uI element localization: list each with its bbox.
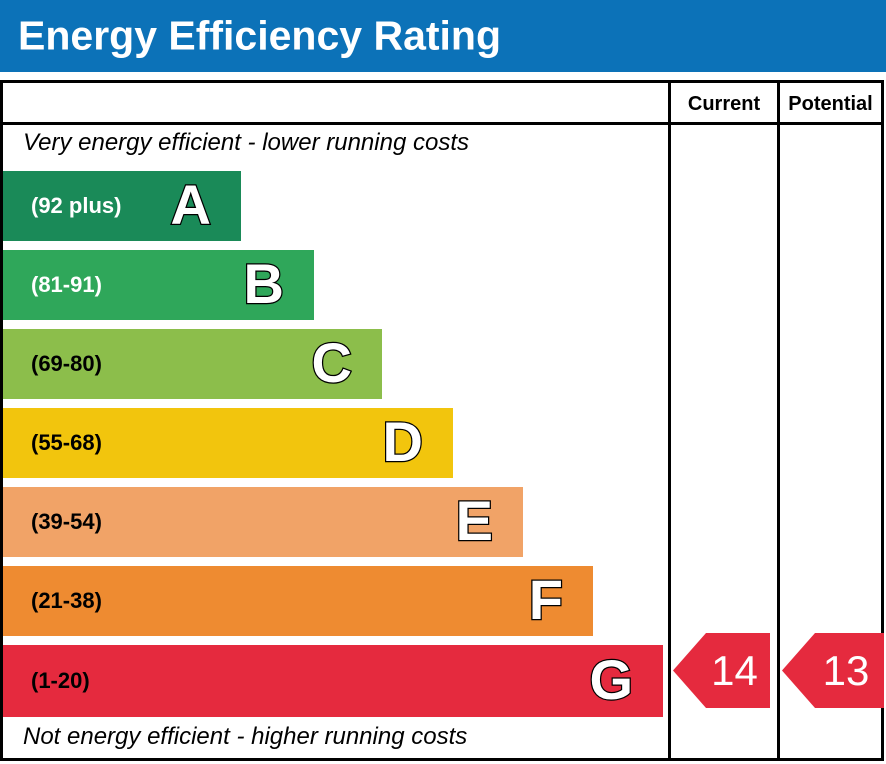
band-row-c: (69-80) C (3, 329, 382, 399)
band-range-label: (92 plus) (31, 193, 122, 218)
potential-rating-value: 13 (822, 646, 870, 694)
current-rating-arrow: 14 (673, 633, 770, 708)
title-bar: Energy Efficiency Rating (0, 0, 886, 72)
rating-bands: (92 plus) A (81-91) B (69-80) C (55-68) … (3, 171, 663, 726)
column-header-potential: Potential (788, 93, 873, 115)
band-range-label: (21-38) (31, 588, 102, 613)
potential-column-divider (777, 83, 780, 758)
band-letter: B (242, 251, 285, 315)
table-header-row: Current Potential (3, 83, 881, 125)
band-letter: D (381, 409, 424, 473)
band-row-a: (92 plus) A (3, 171, 241, 241)
band-letter: C (310, 330, 353, 394)
band-row-g: (1-20) G (3, 645, 663, 717)
band-row-b: (81-91) B (3, 250, 314, 320)
potential-rating-arrow: 13 (782, 633, 884, 708)
band-range-label: (81-91) (31, 272, 102, 297)
band-range-label: (55-68) (31, 430, 102, 455)
band-range-label: (1-20) (31, 668, 90, 693)
band-row-e: (39-54) E (3, 487, 523, 557)
band-letter: F (528, 567, 565, 631)
band-letter: G (588, 647, 634, 711)
band-range-label: (39-54) (31, 509, 102, 534)
top-note: Very energy efficient - lower running co… (23, 129, 469, 156)
page-title: Energy Efficiency Rating (18, 12, 502, 59)
band-row-d: (55-68) D (3, 408, 453, 478)
rating-table: Current Potential Very energy efficient … (0, 80, 884, 761)
column-header-current: Current (687, 93, 761, 115)
current-rating-value: 14 (711, 646, 758, 694)
bottom-note: Not energy efficient - higher running co… (23, 723, 468, 750)
band-letter: E (454, 488, 494, 552)
current-column-divider (668, 83, 671, 758)
band-letter: A (169, 172, 212, 236)
band-range-label: (69-80) (31, 351, 102, 376)
band-row-f: (21-38) F (3, 566, 593, 636)
